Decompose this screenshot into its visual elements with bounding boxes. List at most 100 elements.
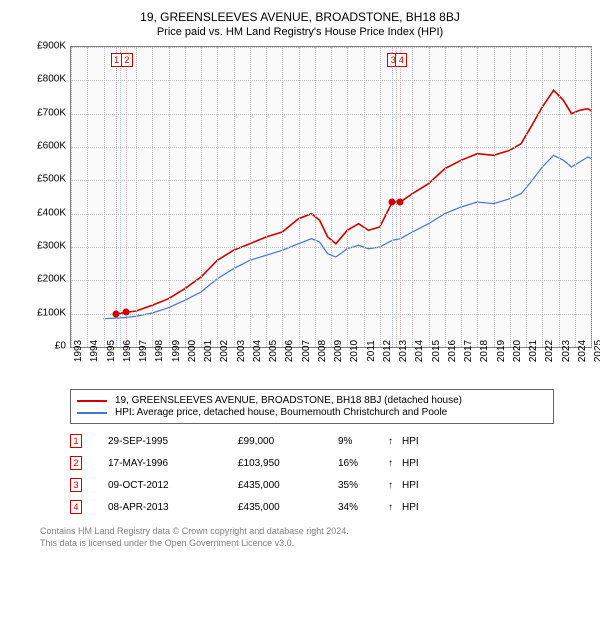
gridline-v [347,47,348,347]
x-axis-label: 2017 [463,340,474,362]
gridline-v [412,47,413,347]
y-axis-label: £900K [37,41,66,52]
footer: Contains HM Land Registry data © Crown c… [40,526,590,549]
transaction-date: 09-OCT-2012 [108,480,238,491]
transaction-pct: 9% [338,436,388,447]
legend: 19, GREENSLEEVES AVENUE, BROADSTONE, BH1… [70,389,554,424]
y-axis-label: £200K [37,274,66,285]
footer-line: This data is licensed under the Open Gov… [40,538,590,550]
y-axis-label: £800K [37,74,66,85]
legend-item: HPI: Average price, detached house, Bour… [77,407,547,418]
legend-item: 19, GREENSLEEVES AVENUE, BROADSTONE, BH1… [77,395,547,406]
x-axis-label: 2024 [577,340,588,362]
gridline-v [477,47,478,347]
x-axis-label: 1999 [171,340,182,362]
footer-line: Contains HM Land Registry data © Crown c… [40,526,590,538]
transaction-suffix: HPI [402,480,419,491]
y-axis-label: £700K [37,107,66,118]
x-axis-label: 2001 [203,340,214,362]
x-axis-label: 2005 [268,340,279,362]
transaction-badge: 2 [70,456,82,470]
gridline-v [429,47,430,347]
gridline-v [104,47,105,347]
gridline-v [364,47,365,347]
gridline-v [380,47,381,347]
gridline-v [396,47,397,347]
event-marker-dot [112,311,119,318]
transaction-row: 217-MAY-1996£103,95016%↑HPI [70,452,540,474]
gridline-v [71,47,72,347]
x-axis-label: 2019 [496,340,507,362]
gridline-v [250,47,251,347]
gridline-v [526,47,527,347]
event-marker-line [392,47,393,347]
gridline-v [542,47,543,347]
gridline-v [169,47,170,347]
transaction-date: 29-SEP-1995 [108,436,238,447]
x-axis-label: 1997 [138,340,149,362]
y-axis-label: £300K [37,241,66,252]
transaction-pct: 16% [338,458,388,469]
transaction-pct: 35% [338,480,388,491]
transaction-price: £435,000 [238,502,338,513]
transaction-pct: 34% [338,502,388,513]
event-marker-line [126,47,127,347]
y-axis-label: £600K [37,141,66,152]
x-axis-label: 1998 [154,340,165,362]
gridline-v [575,47,576,347]
x-axis-label: 2013 [398,340,409,362]
legend-label: HPI: Average price, detached house, Bour… [115,407,447,418]
x-axis-label: 2011 [366,340,377,362]
transaction-price: £99,000 [238,436,338,447]
transaction-badge: 1 [70,434,82,448]
arrow-up-icon: ↑ [388,436,402,447]
legend-swatch [77,412,107,414]
plot-region: 1234 [70,46,592,348]
x-axis-label: 2015 [431,340,442,362]
legend-swatch [77,400,107,402]
gridline-v [185,47,186,347]
x-axis-label: 1996 [122,340,133,362]
gridline-v [282,47,283,347]
transaction-badge: 3 [70,478,82,492]
x-axis-label: 2016 [447,340,458,362]
x-axis-label: 2003 [236,340,247,362]
arrow-up-icon: ↑ [388,480,402,491]
x-axis-label: 2018 [479,340,490,362]
x-axis-label: 1994 [89,340,100,362]
transaction-suffix: HPI [402,436,419,447]
chart-title: 19, GREENSLEEVES AVENUE, BROADSTONE, BH1… [10,10,590,24]
x-axis-label: 2008 [317,340,328,362]
x-axis-label: 2012 [382,340,393,362]
event-marker-line [116,47,117,347]
event-marker-dot [122,309,129,316]
x-axis-label: 1995 [106,340,117,362]
arrow-up-icon: ↑ [388,458,402,469]
gridline-v [217,47,218,347]
gridline-v [591,47,592,347]
x-axis-label: 2007 [301,340,312,362]
x-axis-label: 2023 [561,340,572,362]
transaction-price: £103,950 [238,458,338,469]
gridline-v [331,47,332,347]
event-marker-dot [389,199,396,206]
transaction-date: 17-MAY-1996 [108,458,238,469]
chart-subtitle: Price paid vs. HM Land Registry's House … [10,26,590,38]
event-marker-badge: 2 [121,53,133,67]
gridline-v [234,47,235,347]
chart-area: 1234 £0£100K£200K£300K£400K£500K£600K£70… [30,46,590,381]
x-axis-label: 2004 [252,340,263,362]
x-axis-label: 2021 [528,340,539,362]
x-axis-label: 2000 [187,340,198,362]
transaction-suffix: HPI [402,502,419,513]
transaction-date: 08-APR-2013 [108,502,238,513]
y-axis-label: £0 [55,341,66,352]
x-axis-label: 2020 [512,340,523,362]
gridline-v [461,47,462,347]
x-axis-label: 2014 [414,340,425,362]
transaction-row: 4 08-APR-2013£435,00034%↑HPI [70,496,540,518]
arrow-up-icon: ↑ [388,502,402,513]
x-axis-label: 2002 [219,340,230,362]
x-axis-label: 2025 [593,340,600,362]
transaction-badge: 4 [70,500,82,514]
